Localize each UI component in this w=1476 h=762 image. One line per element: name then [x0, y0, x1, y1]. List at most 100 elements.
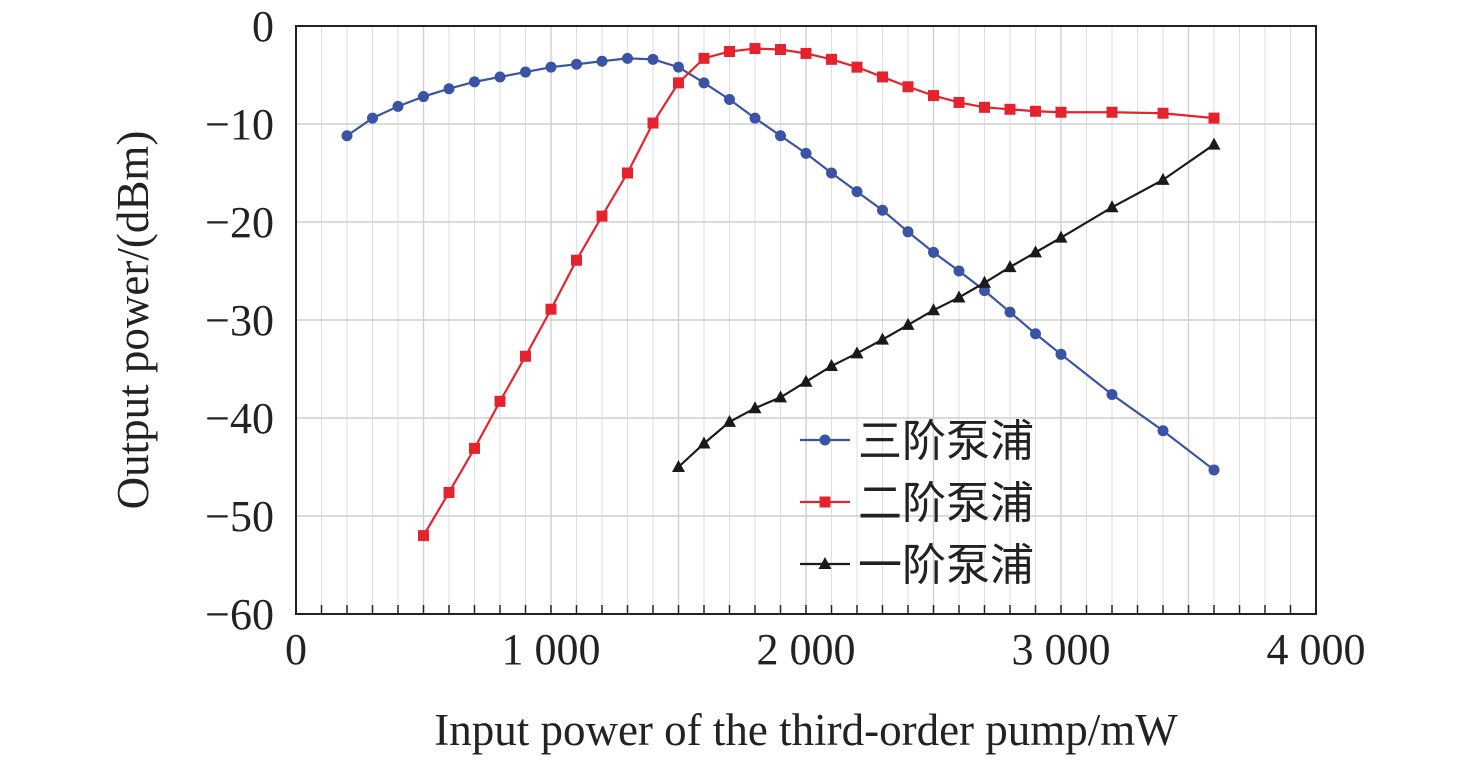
data-point	[545, 61, 557, 73]
data-point	[902, 226, 914, 238]
data-point	[1106, 388, 1118, 400]
x-tick-label: 0	[285, 625, 307, 674]
data-point	[979, 101, 990, 113]
data-point	[800, 47, 812, 59]
data-point	[851, 61, 863, 73]
data-point	[978, 275, 991, 288]
data-point	[1208, 464, 1220, 476]
data-point	[596, 210, 608, 222]
y-tick-label: 0	[252, 2, 274, 51]
data-point	[748, 401, 762, 414]
data-point	[571, 254, 582, 266]
data-point	[724, 94, 735, 105]
data-point	[723, 414, 736, 427]
legend-marker	[818, 557, 832, 569]
data-point	[469, 442, 480, 454]
series-1	[341, 52, 1220, 476]
data-point	[877, 204, 888, 216]
data-point	[749, 112, 761, 124]
data-point	[494, 395, 506, 407]
data-point	[775, 44, 786, 56]
series-2	[418, 43, 1220, 542]
data-point	[851, 186, 863, 198]
data-point	[1055, 348, 1067, 360]
data-point	[749, 43, 761, 55]
data-point	[418, 91, 429, 103]
y-tick-label: −60	[205, 590, 274, 639]
data-point	[443, 83, 455, 95]
y-tick-label: −30	[205, 296, 274, 345]
data-point	[774, 390, 787, 403]
data-point	[724, 45, 735, 57]
y-tick-label: −20	[205, 198, 274, 247]
data-point	[1055, 106, 1067, 118]
data-point	[1004, 103, 1016, 115]
data-point	[928, 246, 939, 258]
data-point	[850, 346, 864, 359]
data-point	[571, 58, 582, 70]
data-point	[1157, 425, 1169, 437]
x-tick-label: 4 000	[1267, 625, 1366, 674]
data-point	[469, 76, 480, 88]
data-point	[979, 285, 990, 297]
y-tick-label: −50	[205, 492, 274, 541]
data-point	[953, 96, 965, 108]
data-point	[341, 130, 353, 142]
data-point	[673, 77, 684, 89]
tick-labels: 0 1 000 2 000 3 000 4 000 0 −10 −20 −30 −40 −50 −60	[205, 2, 1365, 674]
data-point	[367, 112, 378, 124]
legend-entry: 二阶泵浦	[800, 479, 1034, 528]
data-point	[647, 117, 659, 129]
y-tick-label: −10	[205, 100, 274, 149]
data-point	[826, 53, 837, 65]
data-point	[825, 359, 838, 372]
data-point	[1156, 172, 1170, 185]
data-point	[876, 332, 889, 345]
data-point	[494, 71, 506, 83]
plot-frame	[295, 25, 1317, 615]
data-point	[520, 66, 531, 78]
data-point	[1029, 245, 1042, 258]
data-point	[953, 265, 965, 277]
data-point	[1208, 112, 1220, 124]
legend-entry: 一阶泵浦	[800, 541, 1034, 590]
data-point	[775, 130, 786, 142]
data-point	[672, 460, 685, 472]
axis-ticks	[320, 605, 1292, 614]
data-point	[647, 53, 659, 65]
data-point	[392, 100, 404, 112]
data-point	[1003, 260, 1017, 273]
data-point	[1157, 107, 1169, 119]
gridlines	[296, 26, 1316, 614]
data-point	[952, 290, 966, 303]
data-point	[1054, 230, 1068, 243]
legend-label: 一阶泵浦	[858, 541, 1034, 590]
legend-marker	[819, 496, 831, 508]
data-point	[698, 77, 710, 89]
data-point	[697, 436, 711, 449]
legend-entry: 三阶泵浦	[800, 417, 1034, 466]
data-point	[673, 61, 684, 73]
data-point	[928, 90, 939, 102]
data-point	[545, 303, 557, 315]
data-point	[927, 303, 940, 316]
x-axis-title: Input power of the third-order pump/mW	[434, 705, 1178, 755]
data-point	[1106, 106, 1118, 118]
data-point	[1030, 328, 1041, 340]
series-3	[672, 137, 1221, 472]
data-point	[1207, 137, 1221, 150]
y-tick-label: −40	[205, 394, 274, 443]
legend-marker	[819, 434, 831, 446]
data-point	[1030, 105, 1041, 117]
x-tick-label: 3 000	[1012, 625, 1111, 674]
data-point	[520, 350, 531, 362]
data-point	[596, 55, 608, 67]
data-point	[698, 52, 710, 64]
data-point	[901, 317, 915, 330]
data-point	[1105, 200, 1119, 213]
data-point	[443, 486, 455, 498]
data-point	[902, 81, 914, 93]
y-axis-title: Output power/(dBm)	[108, 131, 158, 510]
